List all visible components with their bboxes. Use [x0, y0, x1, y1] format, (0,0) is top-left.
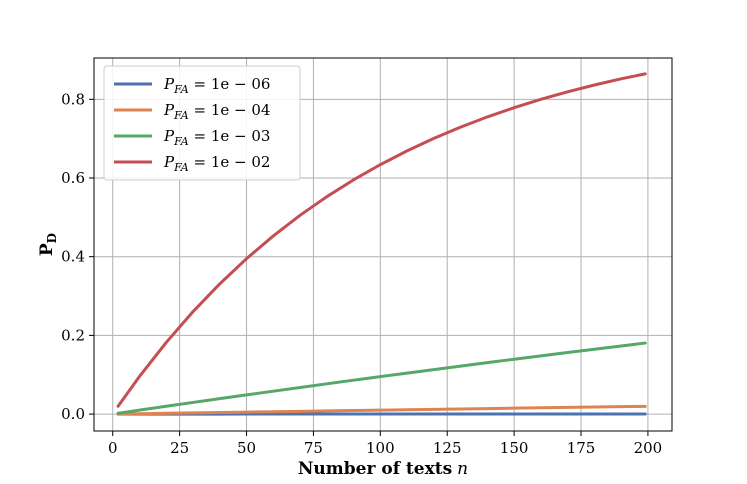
series-lines — [116, 72, 647, 416]
x-tick-label: 25 — [170, 439, 189, 457]
series-line-2 — [116, 404, 647, 416]
x-axis-title: Number of texts n — [298, 459, 468, 479]
legend-label-main: P — [163, 127, 175, 145]
plot-frame — [93, 57, 673, 432]
x-tick-label: 75 — [304, 439, 323, 457]
legend-label-subscript: FA — [173, 161, 189, 174]
legend-label-rest: = 1e − 04 — [189, 101, 271, 119]
y-axis-title-main: P — [37, 243, 57, 256]
series-line-4 — [116, 72, 647, 408]
legend-label-subscript: FA — [173, 83, 189, 96]
legend-label-rest: = 1e − 03 — [189, 127, 271, 145]
legend-label-subscript: FA — [173, 135, 189, 148]
legend-box — [103, 65, 301, 181]
x-tick-label: 200 — [634, 439, 663, 457]
legend-label-3: PFA = 1e − 03 — [163, 127, 270, 148]
x-tick-label: 175 — [567, 439, 596, 457]
x-axis-ticks: 0 25 50 75 100 125 150 175 200 — [108, 431, 662, 457]
legend-label-main: P — [163, 75, 175, 93]
x-axis-title-text: Number of texts — [298, 459, 452, 479]
grid — [94, 58, 672, 431]
x-tick-label: 0 — [108, 439, 118, 457]
x-tick-label: 50 — [237, 439, 256, 457]
legend-label-main: P — [163, 153, 175, 171]
legend-label-subscript: FA — [173, 109, 189, 122]
y-axis-title-subscript: D — [45, 233, 59, 243]
legend-label-rest: = 1e − 06 — [189, 75, 271, 93]
x-axis-title-variable: n — [457, 459, 468, 479]
x-tick-label: 125 — [433, 439, 462, 457]
y-tick-label: 0.2 — [61, 326, 85, 344]
y-tick-label: 0.4 — [61, 248, 85, 266]
y-tick-label: 0.0 — [61, 405, 85, 423]
x-tick-label: 150 — [500, 439, 529, 457]
legend-label-2: PFA = 1e − 04 — [163, 101, 270, 122]
legend-label-main: P — [163, 101, 175, 119]
x-tick-label: 100 — [366, 439, 395, 457]
y-axis-ticks: 0.0 0.2 0.4 0.6 0.8 — [61, 90, 94, 423]
y-axis-title: PD — [37, 233, 59, 256]
legend-label-4: PFA = 1e − 02 — [163, 153, 270, 174]
legend-label-rest: = 1e − 02 — [189, 153, 271, 171]
legend-label-1: PFA = 1e − 06 — [163, 75, 270, 96]
y-tick-label: 0.8 — [61, 90, 85, 108]
y-tick-label: 0.6 — [61, 169, 85, 187]
series-line-3 — [116, 341, 647, 415]
